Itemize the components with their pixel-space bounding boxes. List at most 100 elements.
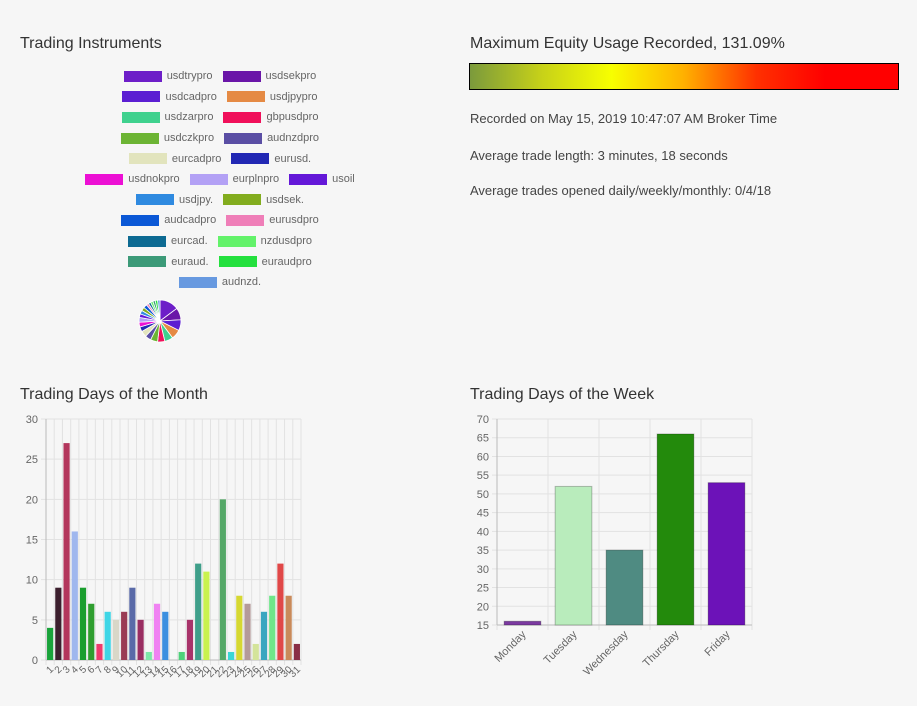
bar[interactable] xyxy=(707,482,746,626)
x-tick-label: Thursday xyxy=(641,628,682,669)
bar[interactable] xyxy=(277,563,284,660)
legend-row: usdnokpro eurplnpro usoil xyxy=(0,169,440,190)
legend-item[interactable]: eurcad. xyxy=(127,235,208,247)
legend-swatch xyxy=(218,256,257,268)
bar[interactable] xyxy=(79,587,87,660)
legend-label: eurusdpro xyxy=(269,214,319,227)
bar[interactable] xyxy=(219,499,226,660)
bar[interactable] xyxy=(227,651,235,660)
bar[interactable] xyxy=(137,619,144,660)
legend-item[interactable]: usdtrypro xyxy=(123,70,213,82)
legend-item[interactable]: usdjpypro xyxy=(226,91,318,103)
instruments-legend: usdtrypro usdsekpro usdcadpro usdjpypro usdz… xyxy=(0,66,440,293)
legend-item[interactable]: audcadpro xyxy=(121,214,216,226)
bar[interactable] xyxy=(96,643,103,660)
bar[interactable] xyxy=(186,619,194,660)
bar[interactable] xyxy=(55,587,62,660)
instruments-pie-chart xyxy=(138,299,182,343)
y-tick-label: 50 xyxy=(477,489,489,501)
legend-row: usdcadpro usdjpypro xyxy=(0,87,440,108)
legend-swatch xyxy=(226,214,265,226)
bar[interactable] xyxy=(236,595,243,660)
legend-item[interactable]: eurusd. xyxy=(231,153,311,165)
legend-label: euraudpro xyxy=(261,255,312,268)
legend-item[interactable]: usoil xyxy=(289,173,355,185)
y-tick-label: 20 xyxy=(477,601,489,613)
legend-item[interactable]: eurcadpro xyxy=(128,153,221,165)
legend-swatch xyxy=(122,91,161,103)
legend-label: eurusd. xyxy=(274,152,312,165)
bar[interactable] xyxy=(260,611,268,660)
legend-item[interactable]: usdjpy. xyxy=(136,194,213,206)
bar[interactable] xyxy=(129,587,136,660)
legend-item[interactable]: eurusdpro xyxy=(226,214,319,226)
bar[interactable] xyxy=(293,643,300,660)
legend-row: usdzarpro gbpusdpro xyxy=(0,107,440,128)
legend-swatch xyxy=(289,173,328,185)
bar[interactable] xyxy=(153,603,161,660)
legend-item[interactable]: usdcadpro xyxy=(122,90,217,103)
y-tick-label: 25 xyxy=(477,583,489,595)
legend-item[interactable]: euraudpro xyxy=(218,255,312,268)
bar[interactable] xyxy=(104,611,111,660)
legend-item[interactable]: usdzarpro xyxy=(121,111,214,124)
legend-item[interactable]: gbpusdpro xyxy=(223,111,318,123)
legend-label: usdzarpro xyxy=(164,111,214,124)
legend-item[interactable]: audnzdpro xyxy=(224,132,319,144)
y-tick-label: 10 xyxy=(26,575,38,587)
week-bar-chart: 15 20 25 30 35 40 45 50 55 60 65 70 Monday Tuesday Wed… xyxy=(477,414,753,678)
bar[interactable] xyxy=(285,595,292,660)
legend-label: usdjpy. xyxy=(179,193,214,206)
y-tick-label: 20 xyxy=(26,494,38,506)
legend-item[interactable]: usdsek. xyxy=(223,194,304,206)
y-tick-label: 25 xyxy=(26,454,38,466)
legend-item[interactable]: euraud. xyxy=(128,256,209,268)
legend-swatch xyxy=(231,153,270,165)
bar[interactable] xyxy=(269,595,276,660)
bar[interactable] xyxy=(244,603,251,660)
bar[interactable] xyxy=(203,571,210,660)
legend-swatch xyxy=(121,214,160,226)
bar[interactable] xyxy=(112,619,120,660)
legend-swatch xyxy=(128,256,167,268)
bar[interactable] xyxy=(195,563,202,660)
legend-item[interactable]: usdczkpro xyxy=(120,132,214,144)
bar[interactable] xyxy=(554,485,593,626)
equity-usage-bar xyxy=(469,63,899,90)
bar[interactable] xyxy=(503,620,542,626)
bar[interactable] xyxy=(252,643,259,660)
legend-row: audcadpro eurusdpro xyxy=(0,210,440,231)
y-tick-label: 5 xyxy=(32,615,38,627)
legend-label: usdcadpro xyxy=(165,90,217,103)
instruments-title: Trading Instruments xyxy=(20,35,162,52)
legend-swatch xyxy=(189,173,228,185)
legend-item[interactable]: audnzd. xyxy=(178,276,261,288)
legend-swatch xyxy=(223,111,262,123)
legend-label: usdsekpro xyxy=(265,70,317,83)
pie-slice[interactable] xyxy=(157,299,161,322)
bar[interactable] xyxy=(71,531,78,660)
y-tick-label: 70 xyxy=(477,414,489,426)
bar[interactable] xyxy=(63,443,70,660)
bar[interactable] xyxy=(162,611,169,660)
legend-item[interactable]: usdnokpro xyxy=(85,173,180,186)
avg-opened-text: Average trades opened daily/weekly/month… xyxy=(470,183,772,198)
equity-title: Maximum Equity Usage Recorded, 131.09% xyxy=(470,35,785,52)
bar[interactable] xyxy=(656,433,695,626)
y-tick-label: 55 xyxy=(477,470,489,482)
bar[interactable] xyxy=(88,603,95,660)
legend-label: usdnokpro xyxy=(128,173,180,186)
y-tick-label: 45 xyxy=(477,508,489,520)
y-tick-label: 65 xyxy=(477,433,489,445)
legend-swatch xyxy=(222,70,261,82)
legend-item[interactable]: nzdusdpro xyxy=(217,235,312,247)
bar[interactable] xyxy=(605,549,644,626)
legend-item[interactable]: usdsekpro xyxy=(222,70,317,83)
bar[interactable] xyxy=(178,651,185,660)
bar[interactable] xyxy=(121,611,128,660)
y-tick-label: 0 xyxy=(32,655,38,667)
legend-item[interactable]: eurplnpro xyxy=(189,173,279,185)
bar[interactable] xyxy=(47,627,54,660)
legend-label: audcadpro xyxy=(164,214,217,227)
bar[interactable] xyxy=(145,651,152,660)
